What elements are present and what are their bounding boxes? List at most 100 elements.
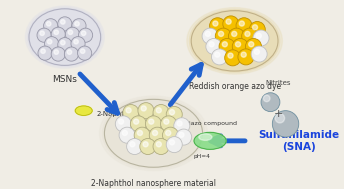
Circle shape [166,130,171,136]
Circle shape [205,31,211,36]
Circle shape [235,42,240,47]
Circle shape [219,39,235,55]
Circle shape [228,28,245,44]
Circle shape [45,37,59,51]
Circle shape [37,28,51,42]
Circle shape [71,37,85,51]
Circle shape [123,105,139,121]
Circle shape [215,28,231,44]
Circle shape [146,116,162,132]
Ellipse shape [103,98,204,169]
Circle shape [126,108,131,113]
Circle shape [54,50,58,54]
Ellipse shape [190,9,280,72]
Circle shape [68,30,73,35]
Ellipse shape [29,9,101,65]
Circle shape [261,93,280,112]
Circle shape [228,53,233,58]
Circle shape [141,106,146,111]
Circle shape [74,40,78,44]
Ellipse shape [25,6,104,68]
Circle shape [215,52,220,57]
Circle shape [153,139,169,155]
Text: Sulfanilamide
(SNA): Sulfanilamide (SNA) [258,130,339,152]
Circle shape [58,17,72,31]
Circle shape [218,31,224,36]
Circle shape [170,140,174,145]
Circle shape [232,39,248,55]
Circle shape [72,19,86,33]
Circle shape [75,22,79,26]
Text: 2-Naphthol nanosphere material: 2-Naphthol nanosphere material [91,179,216,187]
Circle shape [78,28,93,42]
Circle shape [264,95,270,102]
Circle shape [202,28,218,44]
Text: 2-Naphthol: 2-Naphthol [97,112,136,117]
Circle shape [119,127,135,143]
Text: Reddish orange azo dye: Reddish orange azo dye [189,82,281,91]
Circle shape [239,21,244,26]
Circle shape [256,33,261,38]
Circle shape [236,18,252,34]
Circle shape [137,130,142,136]
Text: MSNs: MSNs [52,75,77,84]
Circle shape [275,113,284,123]
Circle shape [64,47,78,61]
Circle shape [166,137,182,153]
Circle shape [65,27,79,41]
Circle shape [164,119,169,124]
Circle shape [179,132,184,137]
Circle shape [61,40,65,45]
Circle shape [58,38,72,52]
Circle shape [81,31,86,36]
Ellipse shape [194,132,226,149]
Ellipse shape [187,8,282,74]
Circle shape [40,31,44,36]
Circle shape [153,105,169,121]
Circle shape [242,28,258,44]
Circle shape [251,46,267,62]
Circle shape [161,116,176,132]
Circle shape [232,31,237,36]
Circle shape [67,50,72,54]
Circle shape [212,49,227,65]
Circle shape [41,49,45,53]
Circle shape [177,121,182,126]
Circle shape [246,39,261,55]
Ellipse shape [28,8,102,67]
Circle shape [156,142,161,147]
Circle shape [241,52,246,57]
Circle shape [115,116,131,132]
Circle shape [80,49,85,53]
Circle shape [156,108,161,113]
Circle shape [47,40,52,44]
Circle shape [176,129,192,145]
Text: pH=4: pH=4 [193,154,210,159]
Circle shape [162,127,179,143]
Circle shape [166,106,182,122]
Circle shape [140,139,156,155]
Circle shape [130,142,135,147]
Circle shape [226,19,231,24]
Circle shape [122,130,127,136]
Circle shape [149,119,154,124]
Circle shape [127,139,143,155]
Circle shape [209,42,214,47]
Circle shape [118,119,123,124]
Circle shape [77,46,92,60]
Circle shape [253,30,269,46]
Circle shape [213,21,218,26]
Circle shape [254,49,259,54]
Ellipse shape [99,96,207,171]
Circle shape [174,118,190,134]
Circle shape [252,25,258,30]
Circle shape [51,27,65,41]
Text: +: + [273,109,283,119]
Circle shape [38,46,52,60]
Text: Diazo compound: Diazo compound [184,121,237,126]
Circle shape [238,49,254,65]
Ellipse shape [191,11,278,71]
Circle shape [225,50,241,66]
Circle shape [170,110,174,115]
Circle shape [249,42,254,47]
